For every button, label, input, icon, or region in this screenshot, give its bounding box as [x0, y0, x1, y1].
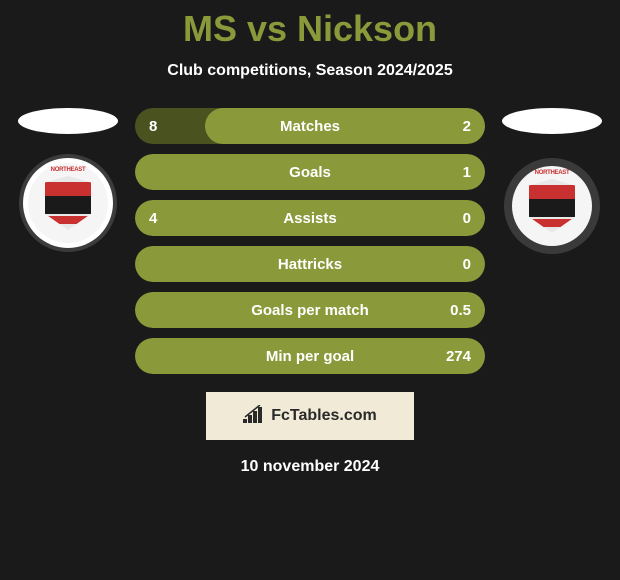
- stat-row: Hattricks 0: [135, 246, 485, 282]
- stat-row: 8 Matches 2: [135, 108, 485, 144]
- stat-right-value: 2: [463, 118, 471, 135]
- stat-row: Goals 1: [135, 154, 485, 190]
- left-badge-text: NORTHEAST: [28, 167, 108, 173]
- left-badge-inner: NORTHEAST: [28, 163, 108, 243]
- left-column: NORTHEAST: [13, 108, 123, 248]
- page-container: MS vs Nickson Club competitions, Season …: [0, 0, 620, 580]
- right-oval: [502, 108, 602, 134]
- stat-right-value: 0: [463, 256, 471, 273]
- stat-row: Goals per match 0.5: [135, 292, 485, 328]
- subtitle: Club competitions, Season 2024/2025: [167, 62, 452, 80]
- stat-content: Min per goal 274: [135, 338, 485, 374]
- left-oval: [18, 108, 118, 134]
- brand-text: FcTables.com: [271, 407, 377, 425]
- stat-right-value: 274: [446, 348, 471, 365]
- right-column: NORTHEAST: [497, 108, 607, 254]
- stat-label: Goals per match: [251, 302, 369, 319]
- stat-content: 8 Matches 2: [135, 108, 485, 144]
- left-shield-icon: [45, 176, 91, 230]
- right-badge-text: NORTHEAST: [512, 170, 592, 176]
- stats-column: 8 Matches 2 Goals 1 4 Assists 0 Hattricks 0 Goals …: [135, 108, 485, 374]
- stat-left-value: 8: [149, 118, 157, 135]
- stat-right-value: 0.5: [450, 302, 471, 319]
- stat-label: Assists: [283, 210, 336, 227]
- stat-row: 4 Assists 0: [135, 200, 485, 236]
- stat-content: Goals per match 0.5: [135, 292, 485, 328]
- right-badge: NORTHEAST: [504, 158, 600, 254]
- stat-left-value: 4: [149, 210, 157, 227]
- stat-row: Min per goal 274: [135, 338, 485, 374]
- right-badge-inner: NORTHEAST: [512, 166, 592, 246]
- stat-content: Goals 1: [135, 154, 485, 190]
- stat-right-value: 0: [463, 210, 471, 227]
- stat-content: 4 Assists 0: [135, 200, 485, 236]
- page-title: MS vs Nickson: [183, 8, 437, 50]
- brand-box[interactable]: FcTables.com: [206, 392, 414, 440]
- brand-logo-icon: [243, 405, 265, 428]
- stat-label: Hattricks: [278, 256, 342, 273]
- date-label: 10 november 2024: [241, 458, 380, 476]
- stat-label: Goals: [289, 164, 331, 181]
- main-row: NORTHEAST 8Matches2Goals14Assists0Hattri…: [0, 108, 620, 374]
- stat-label: Matches: [280, 118, 340, 135]
- stat-label: Min per goal: [266, 348, 354, 365]
- stat-content: Hattricks 0: [135, 246, 485, 282]
- left-badge: NORTHEAST: [23, 158, 113, 248]
- right-shield-icon: [529, 179, 575, 233]
- stat-right-value: 1: [463, 164, 471, 181]
